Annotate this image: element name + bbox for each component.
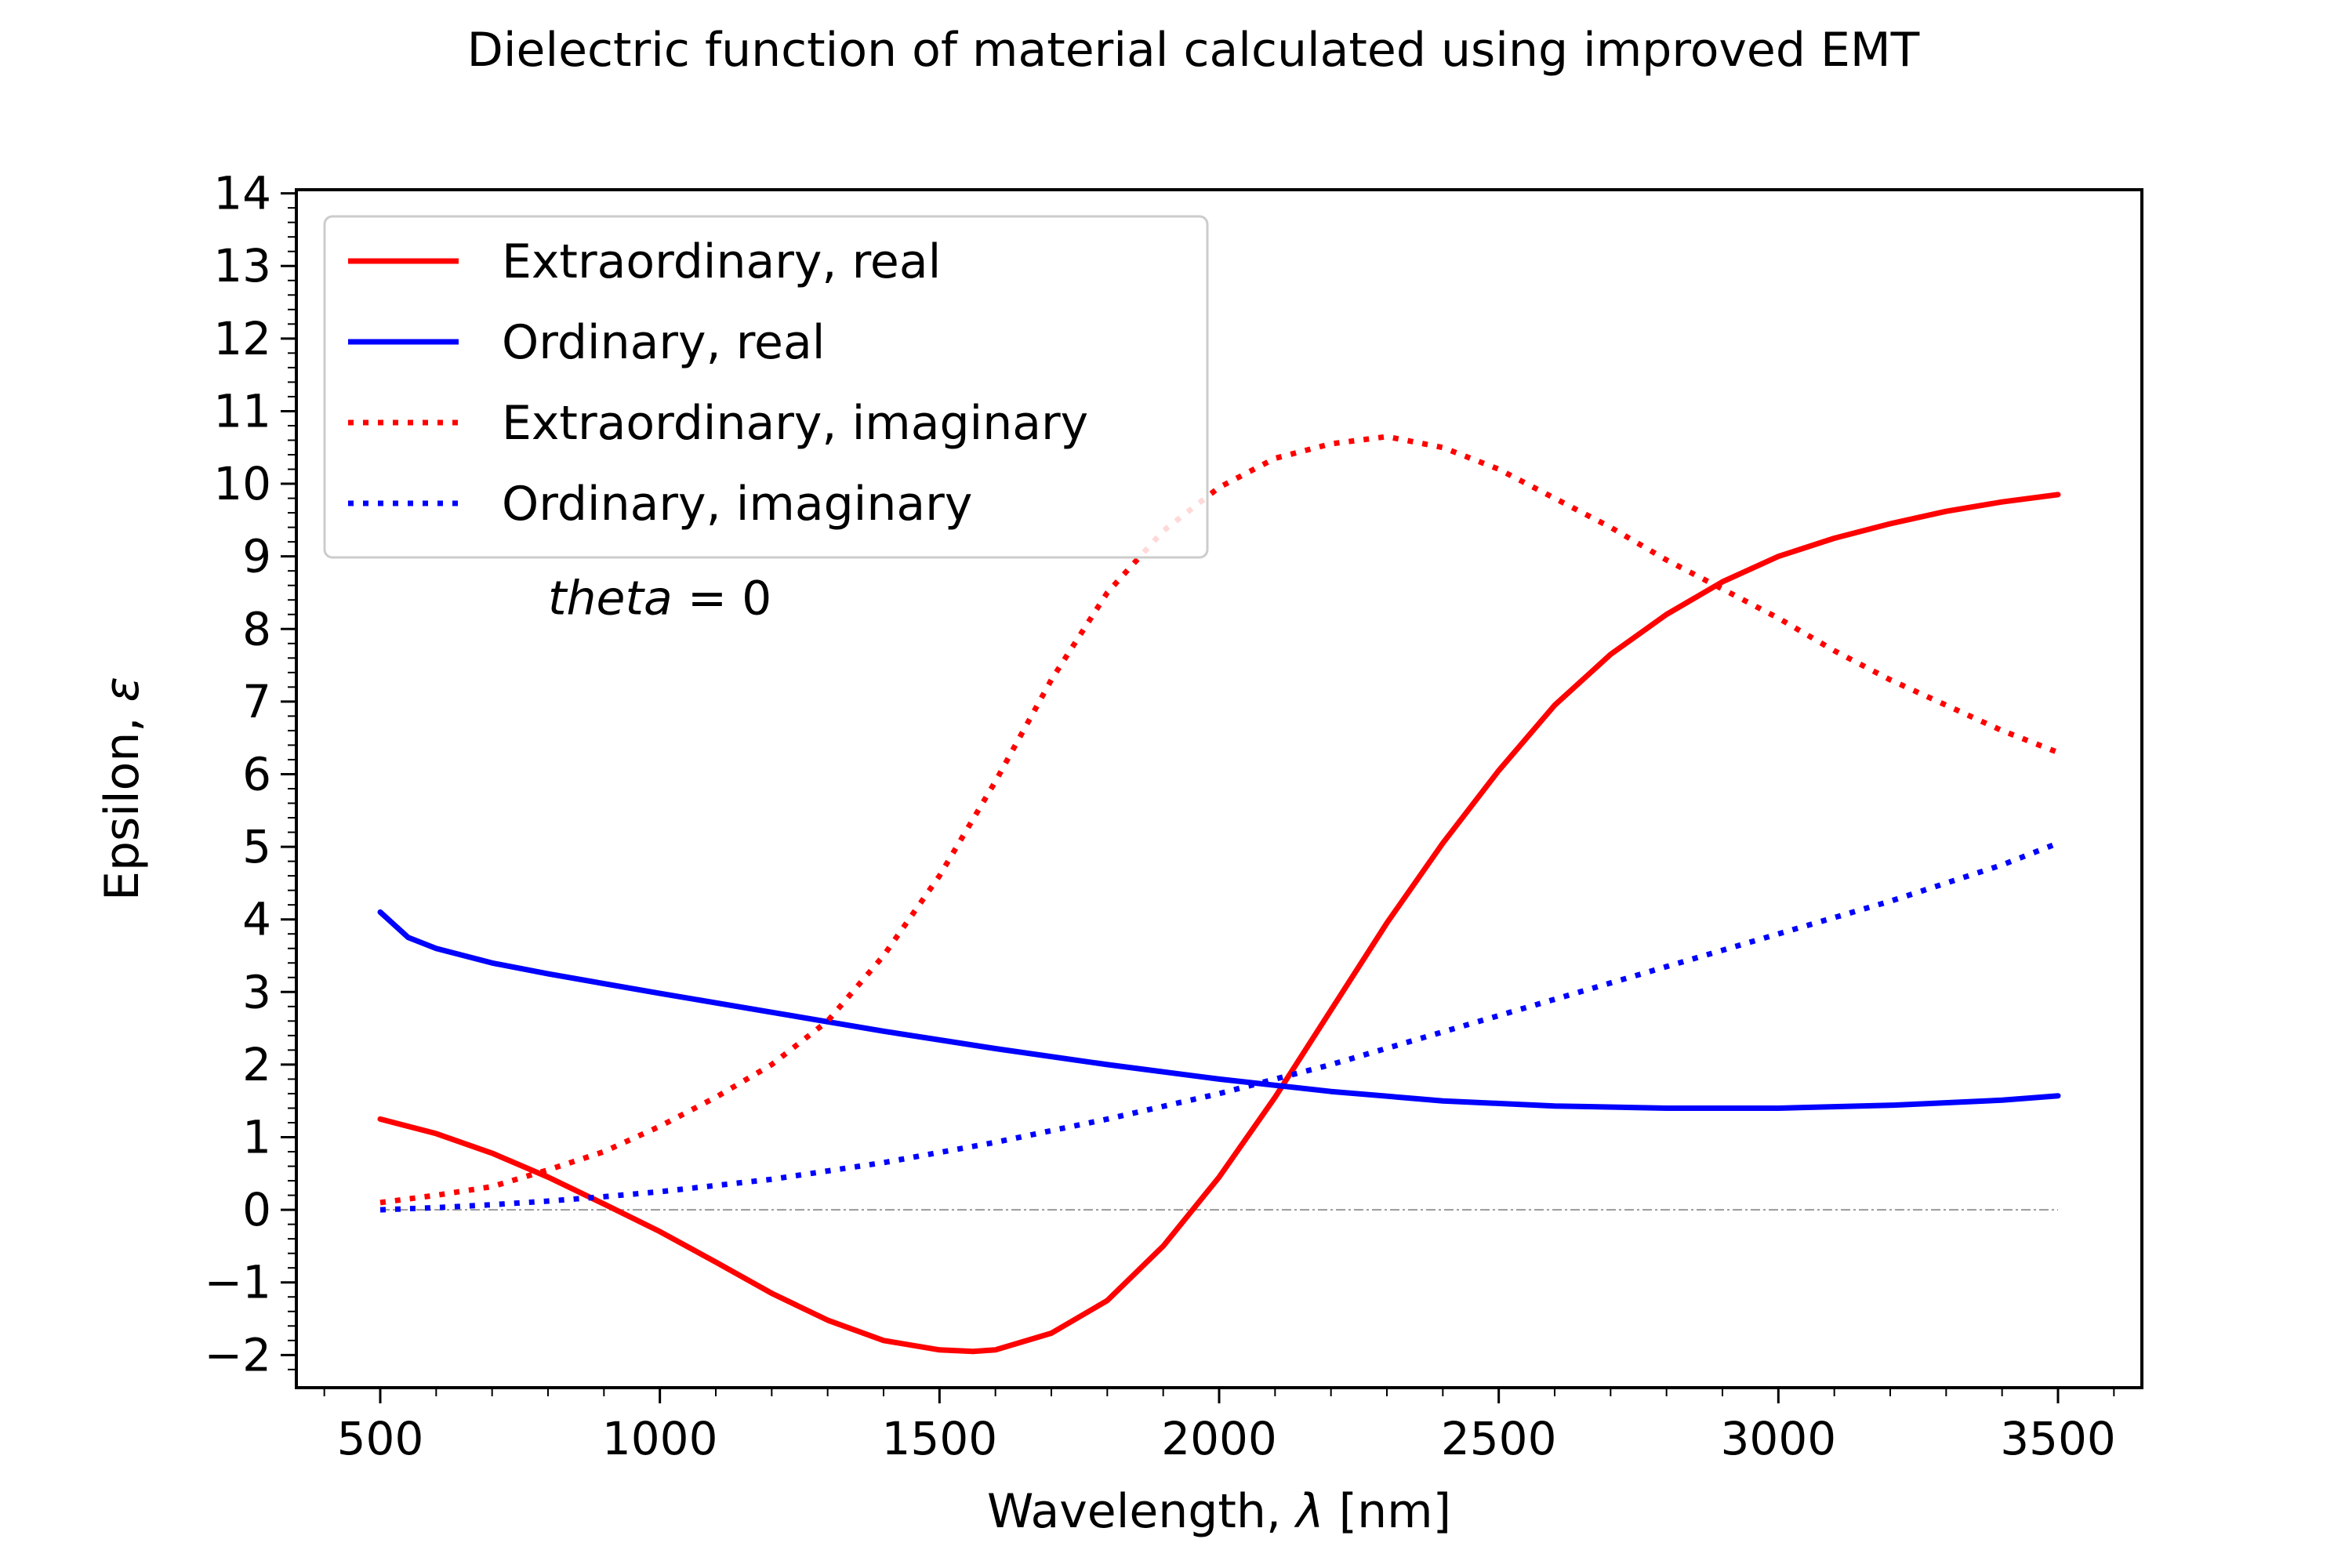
y-tick-label: 2 [242, 1038, 271, 1091]
theta-annotation: theta = 0 [548, 572, 771, 626]
legend-label-2: Extraordinary, imaginary [502, 396, 1088, 451]
x-tick-label: 1500 [882, 1412, 998, 1465]
y-axis-title: Epsilon, ε [95, 677, 150, 901]
x-axis-title-suffix: [nm] [1324, 1484, 1451, 1539]
x-axis-title-prefix: Wavelength, [987, 1484, 1296, 1539]
y-tick-label: 3 [242, 965, 271, 1018]
y-tick-label: 12 [213, 312, 271, 365]
x-tick-label: 500 [337, 1412, 424, 1465]
y-tick-label: 6 [242, 747, 271, 800]
x-tick-label: 1000 [602, 1412, 718, 1465]
legend-frame [323, 215, 1209, 559]
legend-label-3: Ordinary, imaginary [502, 477, 972, 532]
y-tick-label: 7 [242, 675, 271, 728]
theta-value: = 0 [673, 572, 772, 626]
x-tick-label: 3500 [2000, 1412, 2116, 1465]
legend-label-1: Ordinary, real [502, 315, 825, 370]
x-tick-label: 2500 [1441, 1412, 1557, 1465]
y-tick-label: 11 [213, 384, 271, 437]
y-tick-label: 8 [242, 602, 271, 655]
y-tick-label: −1 [205, 1256, 272, 1309]
theta-symbol: theta [548, 572, 673, 626]
y-tick-label: −2 [205, 1328, 272, 1381]
series-line-1 [377, 909, 2061, 1111]
y-tick-label: 14 [213, 167, 271, 220]
legend: Extraordinary, real Ordinary, real Extraor… [323, 215, 1209, 559]
series-line-3 [379, 840, 2060, 1213]
y-tick-label: 13 [213, 239, 271, 292]
y-tick-label: 1 [242, 1111, 271, 1164]
x-axis-title-symbol: λ [1294, 1484, 1324, 1539]
chart-title: Dielectric function of material calculat… [467, 23, 1920, 78]
plot-area: 500 1000 1500 2000 2500 3000 3500−2−1012345678… [205, 167, 2143, 1465]
y-tick-label: 10 [213, 457, 271, 510]
y-axis-title-prefix: Epsilon, [95, 702, 150, 900]
y-tick-label: 4 [242, 893, 271, 946]
y-tick-label: 9 [242, 530, 271, 583]
legend-label-0: Extraordinary, real [502, 234, 941, 289]
y-tick-label: 5 [242, 820, 271, 873]
y-axis-title-symbol: ε [95, 677, 150, 702]
series-line-0 [377, 492, 2061, 1355]
x-axis-title: Wavelength, λ [nm] [987, 1484, 1451, 1539]
x-tick-label: 2000 [1161, 1412, 1277, 1465]
theta-annotation-text: theta = 0 [548, 572, 771, 626]
y-tick-label: 0 [242, 1183, 271, 1236]
x-tick-label: 3000 [1721, 1412, 1837, 1465]
